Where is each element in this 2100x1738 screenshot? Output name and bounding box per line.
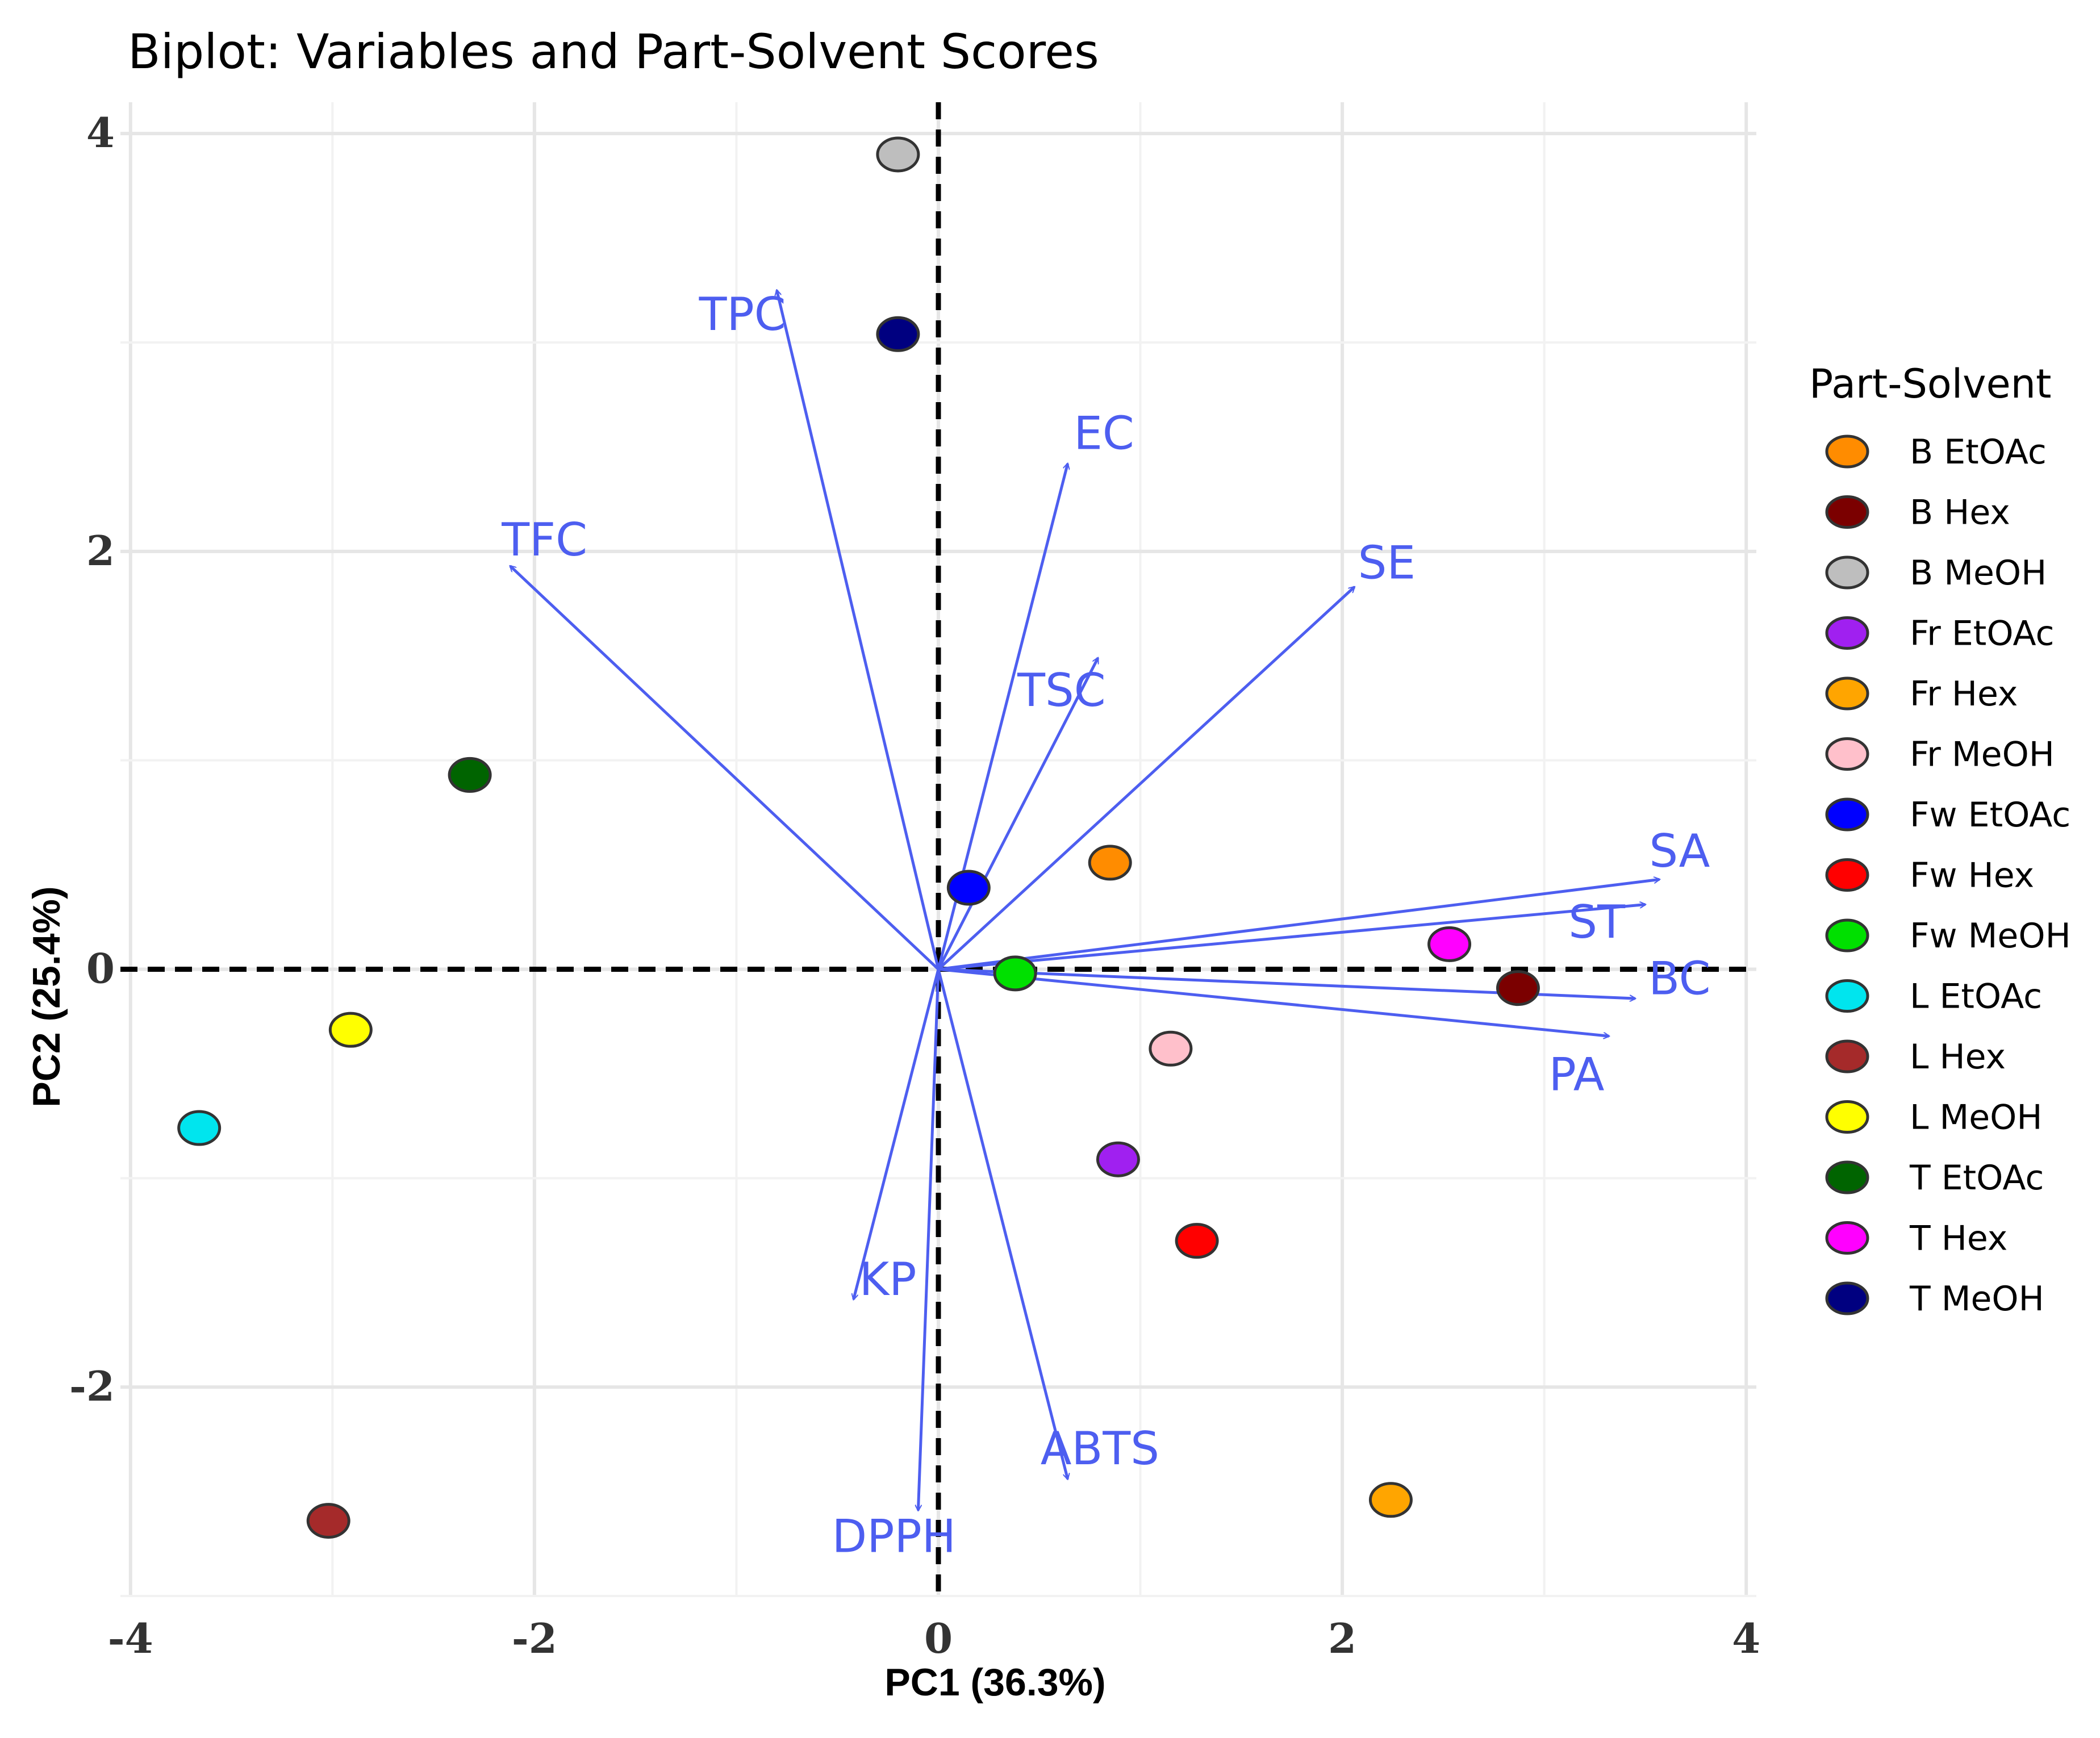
legend-swatch-b-etoac — [1825, 434, 1869, 469]
legend-label-t-etoac: T EtOAc — [1909, 1158, 2044, 1198]
score-point-b-etoac — [1088, 845, 1132, 881]
legend-swatch-b-hex — [1825, 495, 1869, 529]
loading-label-tsc: TSC — [1017, 664, 1106, 717]
loading-vector-abts — [937, 968, 1068, 1480]
legend-label-b-etoac: B EtOAc — [1910, 432, 2047, 472]
y-tick-label-0: 0 — [86, 945, 115, 993]
legend-swatch-fr-meoh — [1825, 737, 1869, 771]
score-point-t-hex — [1427, 926, 1472, 962]
loading-vector-dpph — [918, 969, 940, 1511]
loading-vector-tfc — [510, 566, 940, 971]
x-axis-label: PC1 (36.3%) — [884, 1661, 1105, 1704]
loading-label-kp: KP — [859, 1253, 917, 1306]
loading-vector-pa — [938, 968, 1609, 1037]
y-axis-label: PC2 (25.4%) — [25, 886, 68, 1107]
legend-label-t-hex: T Hex — [1909, 1219, 2007, 1259]
loading-label-abts: ABTS — [1041, 1422, 1159, 1475]
legend-label-l-hex: L Hex — [1910, 1037, 2006, 1077]
loading-label-sa: SA — [1649, 825, 1710, 878]
score-point-fw-hex — [1175, 1223, 1219, 1259]
x-tick-label-4: 4 — [1732, 1614, 1760, 1662]
legend-swatch-t-etoac — [1825, 1160, 1869, 1194]
legend-label-l-etoac: L EtOAc — [1910, 977, 2042, 1017]
score-point-l-hex — [306, 1503, 350, 1539]
x-tick-label--2: -2 — [512, 1614, 557, 1662]
legend-swatch-fr-etoac — [1825, 616, 1869, 650]
x-tick-label--4: -4 — [108, 1614, 153, 1662]
loading-label-ec: EC — [1074, 407, 1134, 460]
legend-label-fr-meoh: Fr MeOH — [1910, 735, 2055, 775]
loading-label-st: ST — [1568, 896, 1626, 949]
legend-swatch-t-meoh — [1825, 1281, 1869, 1315]
y-tick-label--2: -2 — [69, 1362, 115, 1410]
loading-vector-kp — [854, 968, 940, 1300]
legend-swatch-fw-hex — [1825, 858, 1869, 892]
loading-vector-st — [938, 904, 1645, 971]
loading-vector-tsc — [937, 658, 1100, 970]
score-point-t-meoh — [876, 316, 920, 352]
legend-label-b-hex: B Hex — [1910, 493, 2010, 533]
legend-label-fw-meoh: Fw MeOH — [1910, 916, 2071, 956]
legend-swatch-t-hex — [1825, 1221, 1869, 1255]
y-tick-label-4: 4 — [86, 108, 115, 157]
score-point-fr-etoac — [1096, 1141, 1140, 1177]
legend-label-l-meoh: L MeOH — [1910, 1098, 2043, 1138]
x-tick-label-0: 0 — [924, 1614, 953, 1662]
score-point-l-meoh — [328, 1012, 373, 1048]
score-point-fw-etoac — [946, 870, 991, 906]
y-tick-label-2: 2 — [86, 527, 115, 575]
loading-label-dpph: DPPH — [832, 1510, 956, 1563]
legend-swatch-l-meoh — [1825, 1100, 1869, 1134]
legend-label-t-meoh: T MeOH — [1909, 1279, 2044, 1319]
score-point-fw-meoh — [993, 955, 1037, 992]
loading-label-se: SE — [1358, 537, 1416, 590]
loading-label-bc: BC — [1648, 952, 1710, 1005]
axis-ticks: -4 -2 0 2 4 -2 0 2 4 — [69, 108, 1760, 1662]
score-point-fr-meoh — [1149, 1030, 1193, 1067]
legend-swatch-b-meoh — [1825, 555, 1869, 590]
legend-swatch-fw-meoh — [1825, 918, 1869, 952]
legend-title: Part-Solvent — [1809, 361, 2051, 407]
x-tick-label-2: 2 — [1328, 1614, 1356, 1662]
loading-label-tfc: TFC — [501, 513, 587, 566]
score-points — [177, 136, 1540, 1539]
legend-label-fw-hex: Fw Hex — [1910, 856, 2034, 896]
loading-label-pa: PA — [1549, 1048, 1605, 1101]
score-point-fr-hex — [1368, 1482, 1413, 1518]
legend: Part-Solvent B EtOAc B Hex B MeOH Fr EtOAc F… — [1809, 361, 2071, 1319]
legend-label-b-meoh: B MeOH — [1910, 553, 2047, 593]
loading-vector-tpc — [777, 290, 940, 970]
loading-vector-se — [937, 587, 1354, 971]
legend-label-fr-etoac: Fr EtOAc — [1910, 614, 2054, 654]
legend-swatch-fr-hex — [1825, 676, 1869, 711]
legend-label-fr-hex: Fr Hex — [1910, 674, 2018, 714]
legend-swatch-l-etoac — [1825, 979, 1869, 1013]
loading-vector-sa — [938, 879, 1659, 971]
legend-swatch-l-hex — [1825, 1039, 1869, 1073]
score-point-t-etoac — [448, 757, 492, 793]
loading-label-tpc: TPC — [699, 288, 786, 341]
score-point-l-etoac — [177, 1110, 222, 1146]
score-point-b-meoh — [876, 136, 920, 173]
legend-swatch-fw-etoac — [1825, 797, 1869, 832]
chart-title: Biplot: Variables and Part-Solvent Score… — [128, 24, 1099, 80]
score-point-b-hex — [1496, 970, 1540, 1006]
legend-label-fw-etoac: Fw EtOAc — [1910, 795, 2070, 835]
